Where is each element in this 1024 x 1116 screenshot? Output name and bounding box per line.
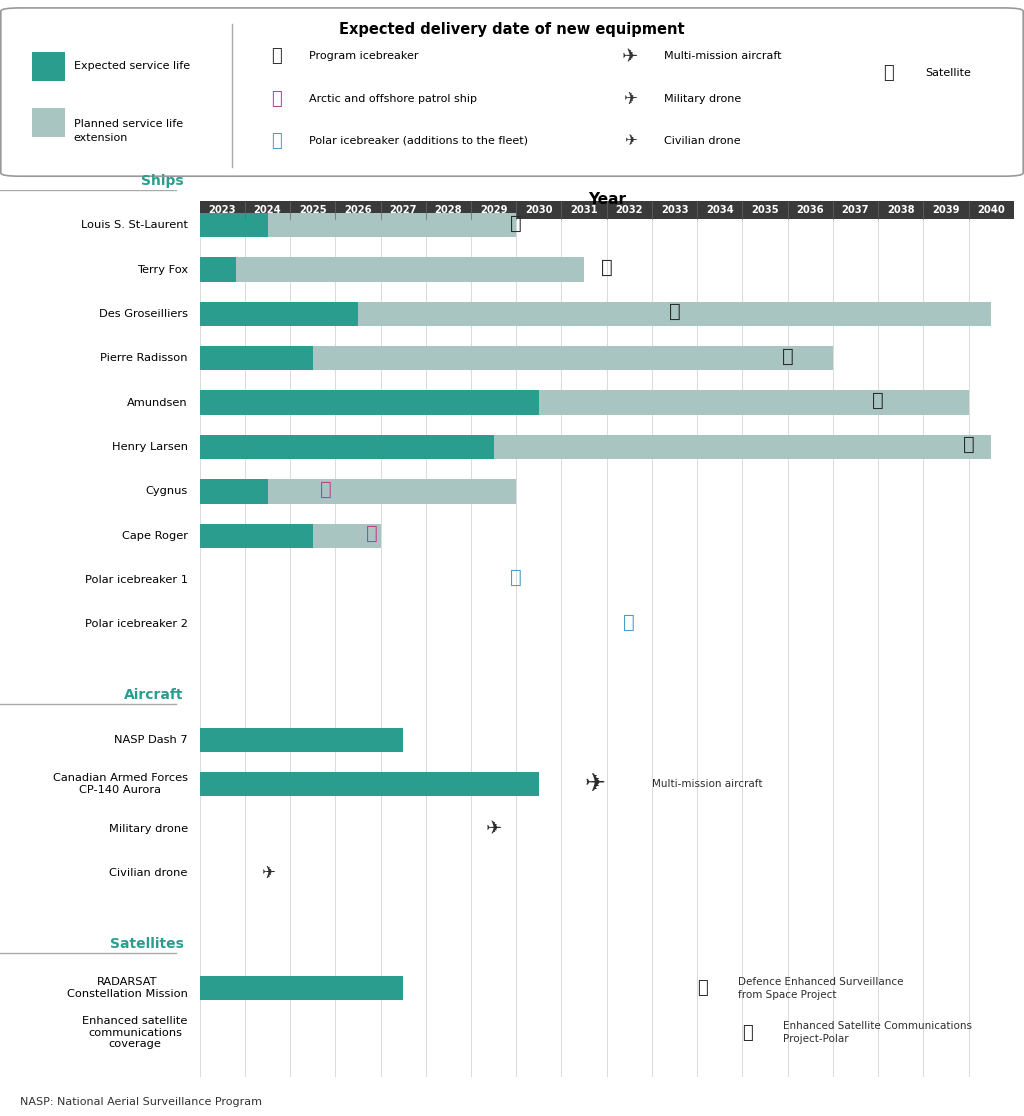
Bar [200, 391, 539, 415]
Bar [200, 523, 312, 548]
Text: Terry Fox: Terry Fox [136, 264, 187, 275]
Text: Military drone: Military drone [109, 824, 187, 834]
Text: Henry Larsen: Henry Larsen [112, 442, 187, 452]
Text: Satellite: Satellite [925, 68, 971, 78]
Bar [312, 523, 381, 548]
Text: 2035: 2035 [752, 204, 779, 214]
Text: Louis S. St-Laurent: Louis S. St-Laurent [81, 220, 187, 230]
Text: ✈: ✈ [584, 772, 605, 796]
Bar [200, 213, 267, 238]
Text: 2039: 2039 [932, 204, 959, 214]
Text: 2034: 2034 [706, 204, 733, 214]
Text: ⛴: ⛴ [624, 613, 635, 632]
Text: Amundsen: Amundsen [127, 397, 187, 407]
Text: Cygnus: Cygnus [145, 487, 187, 497]
Text: Civilian drone: Civilian drone [110, 868, 187, 878]
Text: 🛰: 🛰 [742, 1023, 753, 1041]
Text: 2032: 2032 [615, 204, 643, 214]
Text: Program icebreaker: Program icebreaker [308, 51, 418, 61]
Text: ⛴: ⛴ [270, 89, 282, 107]
Text: Enhanced Satellite Communications
Project-Polar: Enhanced Satellite Communications Projec… [783, 1021, 972, 1045]
Text: Military drone: Military drone [665, 94, 741, 104]
Text: ✈: ✈ [623, 89, 637, 107]
Text: Pierre Radisson: Pierre Radisson [100, 354, 187, 364]
Text: Satellites: Satellites [110, 936, 183, 951]
Text: 2038: 2038 [887, 204, 914, 214]
Text: Polar icebreaker (additions to the fleet): Polar icebreaker (additions to the fleet… [308, 136, 527, 145]
Bar [33, 51, 65, 80]
Bar [200, 728, 403, 752]
Text: 2028: 2028 [434, 204, 462, 214]
Bar [200, 258, 236, 281]
Text: 2036: 2036 [797, 204, 824, 214]
Text: Planned service life
extension: Planned service life extension [74, 119, 182, 143]
Text: 🛰: 🛰 [697, 979, 708, 998]
Text: Polar icebreaker 1: Polar icebreaker 1 [85, 575, 187, 585]
Text: Aircraft: Aircraft [124, 689, 183, 702]
Bar [200, 772, 539, 797]
Text: Canadian Armed Forces
CP-140 Aurora: Canadian Armed Forces CP-140 Aurora [52, 773, 187, 795]
Text: 2040: 2040 [977, 204, 1005, 214]
Text: 2037: 2037 [842, 204, 869, 214]
Text: Expected service life: Expected service life [74, 61, 189, 71]
Text: Ships: Ships [141, 173, 183, 187]
Bar [267, 213, 516, 238]
Text: Polar icebreaker 2: Polar icebreaker 2 [85, 619, 187, 629]
Text: ✈: ✈ [622, 47, 638, 66]
Text: Defence Enhanced Surveillance
from Space Project: Defence Enhanced Surveillance from Space… [738, 976, 903, 1000]
Text: 2026: 2026 [344, 204, 372, 214]
Text: Enhanced satellite
communications
coverage: Enhanced satellite communications covera… [82, 1016, 187, 1049]
Text: ⛴: ⛴ [510, 213, 522, 232]
Bar [539, 391, 969, 415]
Text: Cape Roger: Cape Roger [122, 531, 187, 541]
Text: 2029: 2029 [480, 204, 508, 214]
Bar [200, 346, 312, 371]
Text: ⛴: ⛴ [781, 347, 794, 366]
Text: 2023: 2023 [209, 204, 237, 214]
Text: ⛴: ⛴ [270, 48, 282, 66]
Text: Arctic and offshore patrol ship: Arctic and offshore patrol ship [308, 94, 476, 104]
Text: 🛰: 🛰 [883, 64, 894, 81]
Text: Expected delivery date of new equipment: Expected delivery date of new equipment [339, 22, 685, 38]
Text: ⛴: ⛴ [366, 525, 378, 543]
Text: ⛴: ⛴ [510, 568, 522, 587]
Text: ✈: ✈ [260, 864, 274, 882]
Text: 2031: 2031 [570, 204, 598, 214]
Bar [358, 301, 991, 326]
Bar [200, 976, 403, 1000]
Text: NASP Dash 7: NASP Dash 7 [114, 734, 187, 744]
FancyBboxPatch shape [1, 8, 1023, 176]
Bar [494, 435, 991, 459]
Text: Des Groseilliers: Des Groseilliers [98, 309, 187, 319]
Text: 2033: 2033 [660, 204, 688, 214]
Text: ⛴: ⛴ [872, 391, 884, 410]
Text: ⛴: ⛴ [270, 132, 282, 150]
Text: NASP: National Aerial Surveillance Program: NASP: National Aerial Surveillance Progr… [20, 1097, 262, 1107]
Text: ✈: ✈ [624, 133, 636, 148]
Text: 2024: 2024 [254, 204, 282, 214]
Text: ⛴: ⛴ [669, 302, 680, 321]
Text: ⛴: ⛴ [963, 435, 975, 454]
Text: ✈: ✈ [485, 819, 502, 838]
Bar [312, 346, 833, 371]
Bar [200, 435, 494, 459]
Text: ⛴: ⛴ [321, 480, 332, 499]
Text: Civilian drone: Civilian drone [665, 136, 741, 145]
Bar [200, 301, 358, 326]
Text: 2027: 2027 [389, 204, 417, 214]
Text: Multi-mission aircraft: Multi-mission aircraft [665, 51, 782, 61]
Bar [33, 108, 65, 137]
Bar [200, 479, 267, 503]
Text: 2025: 2025 [299, 204, 327, 214]
Bar [200, 201, 1014, 219]
Text: RADARSAT
Constellation Mission: RADARSAT Constellation Mission [67, 978, 187, 999]
Bar [236, 258, 584, 281]
Text: ⛴: ⛴ [601, 258, 612, 277]
Bar [267, 479, 516, 503]
Text: Multi-mission aircraft: Multi-mission aircraft [652, 779, 763, 789]
Text: Year: Year [588, 192, 626, 206]
Text: 2030: 2030 [525, 204, 553, 214]
